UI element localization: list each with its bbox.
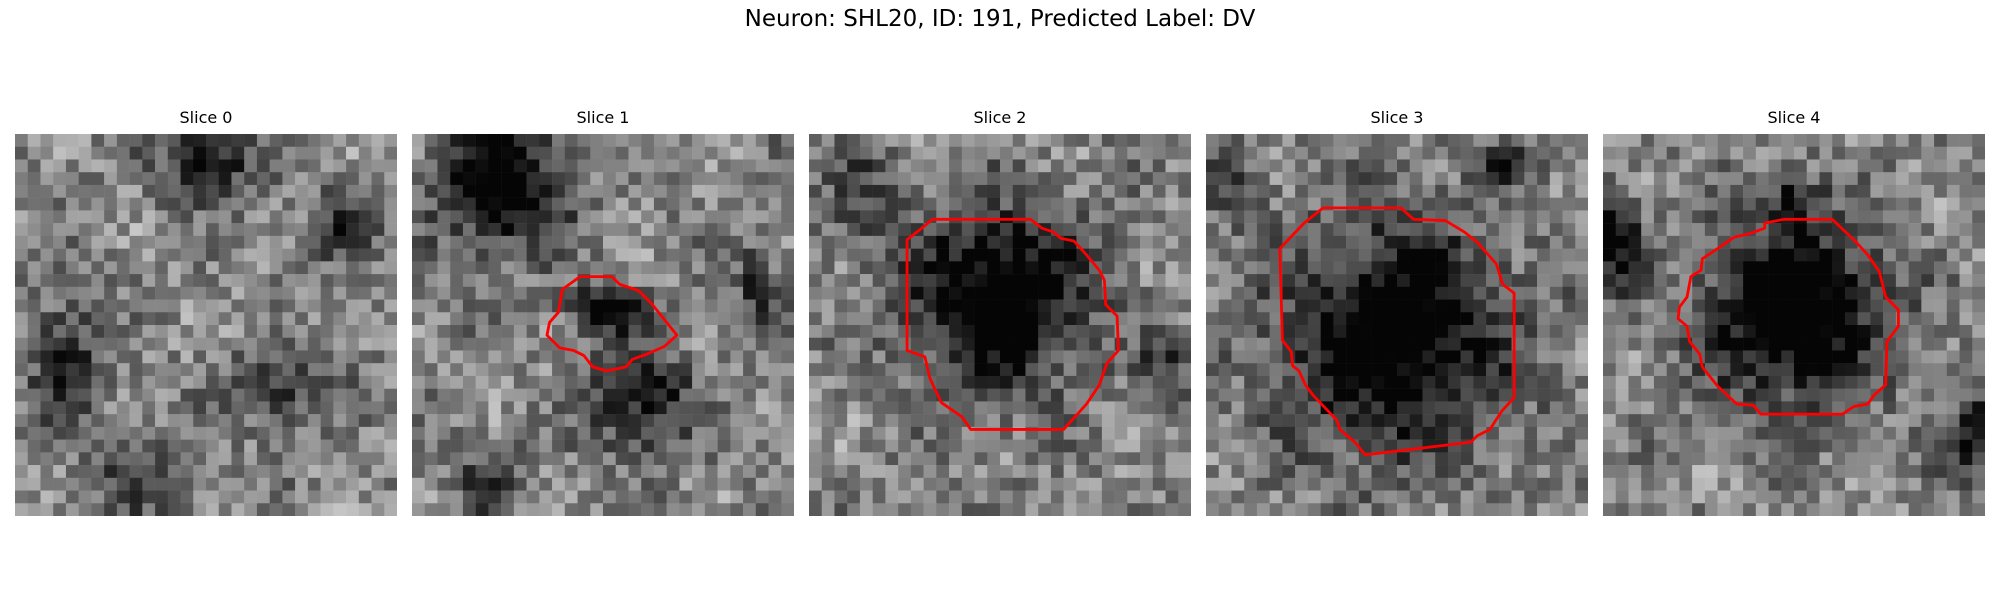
slice-pixels bbox=[15, 134, 397, 516]
roi-contour bbox=[545, 275, 679, 373]
slice-pixels bbox=[412, 134, 794, 516]
slice-image-3 bbox=[1206, 134, 1588, 516]
slice-image-0 bbox=[15, 134, 397, 516]
roi-contour bbox=[905, 217, 1120, 431]
slice-panel-2: Slice 2 bbox=[809, 108, 1191, 518]
slice-title: Slice 1 bbox=[576, 108, 630, 127]
slice-image-4 bbox=[1603, 134, 1985, 516]
slice-panel-4: Slice 4 bbox=[1603, 108, 1985, 518]
slice-pixels bbox=[1603, 134, 1985, 516]
slice-pixels bbox=[1206, 134, 1588, 516]
slice-title: Slice 0 bbox=[179, 108, 233, 127]
slice-panel-3: Slice 3 bbox=[1206, 108, 1588, 518]
slice-pixels bbox=[809, 134, 1191, 516]
roi-contour bbox=[1676, 217, 1900, 416]
slice-title: Slice 2 bbox=[973, 108, 1027, 127]
figure-title: Neuron: SHL20, ID: 191, Predicted Label:… bbox=[744, 6, 1256, 32]
slice-image-1 bbox=[412, 134, 794, 516]
slice-panel-0: Slice 0 bbox=[15, 108, 397, 518]
roi-contour bbox=[1278, 206, 1516, 457]
slice-title: Slice 4 bbox=[1767, 108, 1821, 127]
slice-image-2 bbox=[809, 134, 1191, 516]
slice-title: Slice 3 bbox=[1370, 108, 1424, 127]
slice-panel-1: Slice 1 bbox=[412, 108, 794, 518]
